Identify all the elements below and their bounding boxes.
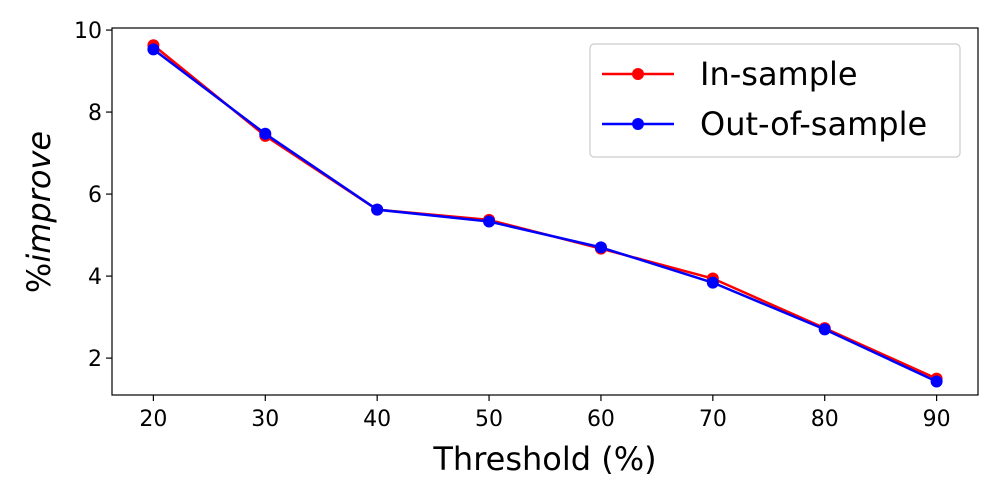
data-point-out-of-sample bbox=[147, 43, 160, 56]
series-line-out-of-sample bbox=[152, 48, 938, 383]
x-tick-label: 40 bbox=[363, 407, 391, 432]
data-point-out-of-sample bbox=[706, 276, 719, 289]
x-tick-label: 70 bbox=[699, 407, 727, 432]
y-tick-label: 4 bbox=[88, 265, 102, 290]
legend-label-in-sample: In-sample bbox=[700, 55, 858, 93]
x-tick-label: 80 bbox=[811, 407, 839, 432]
y-tick-label: 10 bbox=[74, 19, 102, 44]
y-axis-title: %improve bbox=[20, 131, 58, 293]
legend-label-out-of-sample: Out-of-sample bbox=[700, 105, 927, 143]
x-tick-label: 50 bbox=[475, 407, 503, 432]
y-tick-label: 8 bbox=[88, 101, 102, 126]
data-point-out-of-sample bbox=[594, 241, 607, 254]
legend: In-sample Out-of-sample bbox=[589, 43, 961, 158]
y-tick-label: 2 bbox=[88, 347, 102, 372]
x-tick-label: 30 bbox=[251, 407, 279, 432]
data-point-out-of-sample bbox=[483, 215, 496, 228]
y-axis-title-prefix: % bbox=[20, 263, 58, 293]
data-point-out-of-sample bbox=[259, 127, 272, 140]
data-point-out-of-sample bbox=[818, 323, 831, 336]
legend-marker-in-sample bbox=[632, 68, 644, 80]
y-tick-label: 6 bbox=[88, 183, 102, 208]
data-point-out-of-sample bbox=[371, 203, 384, 216]
legend-marker-out-of-sample bbox=[632, 118, 644, 130]
x-tick-label: 60 bbox=[587, 407, 615, 432]
y-axis-title-italic: improve bbox=[20, 131, 58, 263]
data-point-out-of-sample bbox=[930, 375, 943, 388]
x-tick-label: 20 bbox=[139, 407, 167, 432]
x-tick-label: 90 bbox=[923, 407, 951, 432]
legend-frame bbox=[589, 43, 961, 158]
x-axis-title: Threshold (%) bbox=[432, 440, 656, 478]
